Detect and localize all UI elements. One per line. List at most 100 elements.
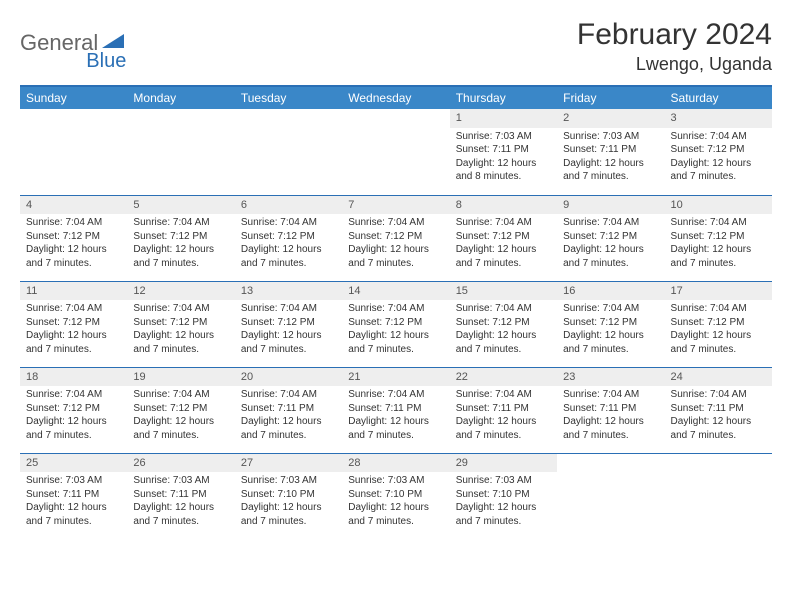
day-header: Friday bbox=[557, 86, 664, 109]
day-number: 9 bbox=[557, 196, 664, 215]
day-number: 22 bbox=[450, 368, 557, 387]
calendar-day-cell: 23Sunrise: 7:04 AMSunset: 7:11 PMDayligh… bbox=[557, 367, 664, 453]
day-text: Sunrise: 7:03 AMSunset: 7:10 PMDaylight:… bbox=[235, 472, 342, 532]
day-number: 23 bbox=[557, 368, 664, 387]
day-text: Sunrise: 7:03 AMSunset: 7:11 PMDaylight:… bbox=[20, 472, 127, 532]
calendar-day-cell: 28Sunrise: 7:03 AMSunset: 7:10 PMDayligh… bbox=[342, 453, 449, 539]
day-text: Sunrise: 7:04 AMSunset: 7:12 PMDaylight:… bbox=[450, 300, 557, 360]
day-number bbox=[235, 109, 342, 113]
day-number: 25 bbox=[20, 454, 127, 473]
day-number: 4 bbox=[20, 196, 127, 215]
calendar-day-cell bbox=[235, 109, 342, 195]
day-header: Wednesday bbox=[342, 86, 449, 109]
day-text: Sunrise: 7:04 AMSunset: 7:11 PMDaylight:… bbox=[450, 386, 557, 446]
day-number: 3 bbox=[665, 109, 772, 128]
calendar-week-row: 18Sunrise: 7:04 AMSunset: 7:12 PMDayligh… bbox=[20, 367, 772, 453]
calendar-day-cell: 9Sunrise: 7:04 AMSunset: 7:12 PMDaylight… bbox=[557, 195, 664, 281]
day-number: 24 bbox=[665, 368, 772, 387]
day-number: 21 bbox=[342, 368, 449, 387]
calendar-day-cell: 10Sunrise: 7:04 AMSunset: 7:12 PMDayligh… bbox=[665, 195, 772, 281]
calendar-day-cell: 29Sunrise: 7:03 AMSunset: 7:10 PMDayligh… bbox=[450, 453, 557, 539]
day-number bbox=[127, 109, 234, 113]
day-number: 11 bbox=[20, 282, 127, 301]
calendar-day-cell: 15Sunrise: 7:04 AMSunset: 7:12 PMDayligh… bbox=[450, 281, 557, 367]
day-number bbox=[665, 454, 772, 458]
calendar-day-cell: 26Sunrise: 7:03 AMSunset: 7:11 PMDayligh… bbox=[127, 453, 234, 539]
day-header: Sunday bbox=[20, 86, 127, 109]
header: General Blue February 2024 Lwengo, Ugand… bbox=[20, 18, 772, 75]
calendar-day-cell bbox=[665, 453, 772, 539]
day-text: Sunrise: 7:04 AMSunset: 7:12 PMDaylight:… bbox=[20, 300, 127, 360]
day-number: 8 bbox=[450, 196, 557, 215]
logo: General Blue bbox=[20, 18, 144, 63]
day-text: Sunrise: 7:04 AMSunset: 7:12 PMDaylight:… bbox=[665, 300, 772, 360]
day-number bbox=[342, 109, 449, 113]
day-number: 20 bbox=[235, 368, 342, 387]
calendar-day-cell bbox=[127, 109, 234, 195]
day-text: Sunrise: 7:04 AMSunset: 7:12 PMDaylight:… bbox=[127, 386, 234, 446]
day-number bbox=[557, 454, 664, 458]
calendar-day-cell: 11Sunrise: 7:04 AMSunset: 7:12 PMDayligh… bbox=[20, 281, 127, 367]
day-text: Sunrise: 7:04 AMSunset: 7:12 PMDaylight:… bbox=[127, 214, 234, 274]
day-number: 13 bbox=[235, 282, 342, 301]
calendar-day-cell: 20Sunrise: 7:04 AMSunset: 7:11 PMDayligh… bbox=[235, 367, 342, 453]
day-text: Sunrise: 7:04 AMSunset: 7:12 PMDaylight:… bbox=[20, 214, 127, 274]
day-header: Monday bbox=[127, 86, 234, 109]
calendar-day-cell: 18Sunrise: 7:04 AMSunset: 7:12 PMDayligh… bbox=[20, 367, 127, 453]
location: Lwengo, Uganda bbox=[577, 54, 772, 75]
title-block: February 2024 Lwengo, Uganda bbox=[577, 18, 772, 75]
logo-blue: Blue bbox=[86, 32, 126, 73]
day-text: Sunrise: 7:04 AMSunset: 7:12 PMDaylight:… bbox=[557, 300, 664, 360]
day-text: Sunrise: 7:04 AMSunset: 7:12 PMDaylight:… bbox=[557, 214, 664, 274]
day-text: Sunrise: 7:04 AMSunset: 7:12 PMDaylight:… bbox=[235, 214, 342, 274]
calendar-day-cell: 22Sunrise: 7:04 AMSunset: 7:11 PMDayligh… bbox=[450, 367, 557, 453]
day-text: Sunrise: 7:04 AMSunset: 7:12 PMDaylight:… bbox=[127, 300, 234, 360]
day-number: 2 bbox=[557, 109, 664, 128]
calendar-week-row: 25Sunrise: 7:03 AMSunset: 7:11 PMDayligh… bbox=[20, 453, 772, 539]
day-number: 28 bbox=[342, 454, 449, 473]
day-header: Thursday bbox=[450, 86, 557, 109]
calendar-day-cell: 12Sunrise: 7:04 AMSunset: 7:12 PMDayligh… bbox=[127, 281, 234, 367]
day-number: 1 bbox=[450, 109, 557, 128]
day-header: Tuesday bbox=[235, 86, 342, 109]
calendar-day-cell: 13Sunrise: 7:04 AMSunset: 7:12 PMDayligh… bbox=[235, 281, 342, 367]
calendar-week-row: 11Sunrise: 7:04 AMSunset: 7:12 PMDayligh… bbox=[20, 281, 772, 367]
day-number: 5 bbox=[127, 196, 234, 215]
day-text: Sunrise: 7:04 AMSunset: 7:11 PMDaylight:… bbox=[342, 386, 449, 446]
day-number: 6 bbox=[235, 196, 342, 215]
calendar-body: 1Sunrise: 7:03 AMSunset: 7:11 PMDaylight… bbox=[20, 109, 772, 539]
calendar-day-cell bbox=[342, 109, 449, 195]
day-text: Sunrise: 7:03 AMSunset: 7:10 PMDaylight:… bbox=[342, 472, 449, 532]
calendar-day-cell: 7Sunrise: 7:04 AMSunset: 7:12 PMDaylight… bbox=[342, 195, 449, 281]
calendar-header-row: Sunday Monday Tuesday Wednesday Thursday… bbox=[20, 86, 772, 109]
calendar-day-cell: 2Sunrise: 7:03 AMSunset: 7:11 PMDaylight… bbox=[557, 109, 664, 195]
calendar-day-cell: 24Sunrise: 7:04 AMSunset: 7:11 PMDayligh… bbox=[665, 367, 772, 453]
day-text: Sunrise: 7:04 AMSunset: 7:12 PMDaylight:… bbox=[342, 214, 449, 274]
calendar-day-cell: 27Sunrise: 7:03 AMSunset: 7:10 PMDayligh… bbox=[235, 453, 342, 539]
calendar-day-cell bbox=[20, 109, 127, 195]
day-text: Sunrise: 7:03 AMSunset: 7:11 PMDaylight:… bbox=[557, 128, 664, 188]
day-text: Sunrise: 7:04 AMSunset: 7:12 PMDaylight:… bbox=[342, 300, 449, 360]
calendar-day-cell bbox=[557, 453, 664, 539]
day-number: 17 bbox=[665, 282, 772, 301]
day-text: Sunrise: 7:04 AMSunset: 7:12 PMDaylight:… bbox=[450, 214, 557, 274]
calendar-day-cell: 6Sunrise: 7:04 AMSunset: 7:12 PMDaylight… bbox=[235, 195, 342, 281]
day-text: Sunrise: 7:04 AMSunset: 7:11 PMDaylight:… bbox=[557, 386, 664, 446]
calendar-day-cell: 17Sunrise: 7:04 AMSunset: 7:12 PMDayligh… bbox=[665, 281, 772, 367]
day-text: Sunrise: 7:03 AMSunset: 7:11 PMDaylight:… bbox=[450, 128, 557, 188]
calendar-day-cell: 16Sunrise: 7:04 AMSunset: 7:12 PMDayligh… bbox=[557, 281, 664, 367]
day-text: Sunrise: 7:04 AMSunset: 7:12 PMDaylight:… bbox=[235, 300, 342, 360]
calendar-day-cell: 21Sunrise: 7:04 AMSunset: 7:11 PMDayligh… bbox=[342, 367, 449, 453]
day-number: 18 bbox=[20, 368, 127, 387]
day-text: Sunrise: 7:04 AMSunset: 7:12 PMDaylight:… bbox=[665, 214, 772, 274]
calendar-week-row: 4Sunrise: 7:04 AMSunset: 7:12 PMDaylight… bbox=[20, 195, 772, 281]
day-number bbox=[20, 109, 127, 113]
day-text: Sunrise: 7:03 AMSunset: 7:10 PMDaylight:… bbox=[450, 472, 557, 532]
calendar-day-cell: 19Sunrise: 7:04 AMSunset: 7:12 PMDayligh… bbox=[127, 367, 234, 453]
day-text: Sunrise: 7:04 AMSunset: 7:12 PMDaylight:… bbox=[665, 128, 772, 188]
day-number: 15 bbox=[450, 282, 557, 301]
day-number: 7 bbox=[342, 196, 449, 215]
day-text: Sunrise: 7:03 AMSunset: 7:11 PMDaylight:… bbox=[127, 472, 234, 532]
calendar-day-cell: 25Sunrise: 7:03 AMSunset: 7:11 PMDayligh… bbox=[20, 453, 127, 539]
day-text: Sunrise: 7:04 AMSunset: 7:11 PMDaylight:… bbox=[665, 386, 772, 446]
